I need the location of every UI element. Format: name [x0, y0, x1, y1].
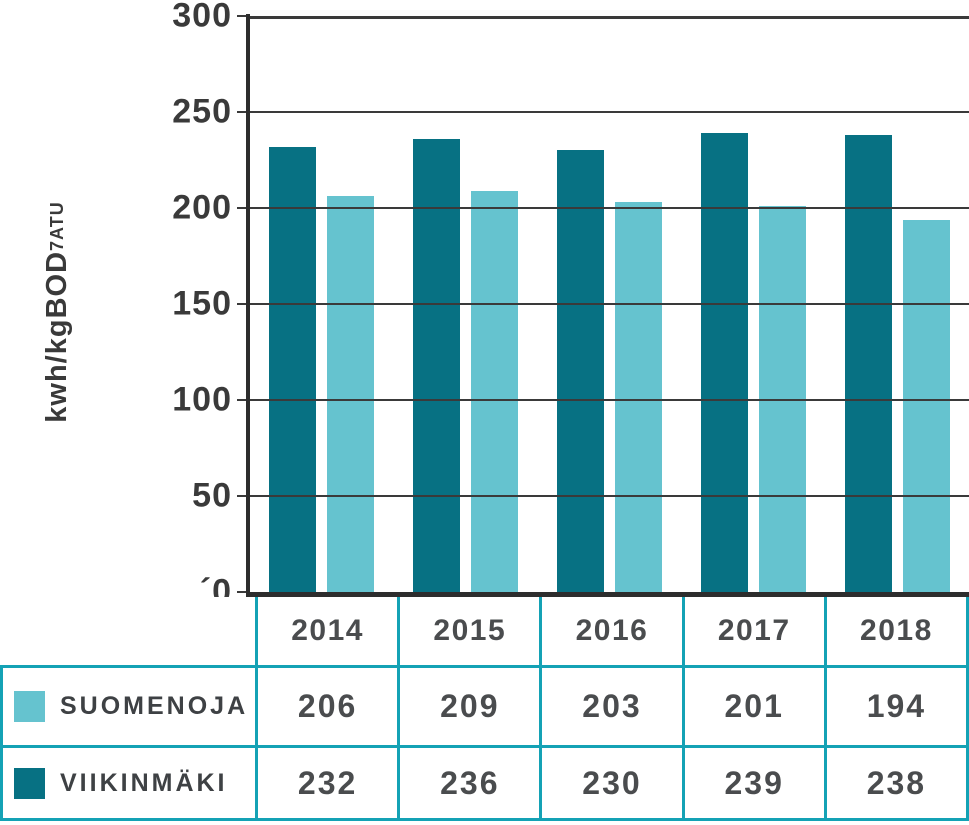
y-tick-100: 100: [172, 380, 232, 419]
value-viikinmaki-2016: 230: [539, 745, 682, 818]
y-tickmark-50: [237, 495, 246, 497]
bar-group-2016: [538, 16, 682, 592]
legend-viikinmaki: VIIKINMÄKI: [0, 745, 255, 818]
value-viikinmaki-2018: 238: [823, 745, 966, 818]
bar-suomenoja-2014: [327, 196, 375, 592]
y-tick-300: 300: [172, 0, 232, 35]
y-tickmark-250: [237, 111, 246, 113]
y-axis-tick-marks: [237, 15, 246, 593]
gridline-100: [250, 399, 969, 401]
bar-viikinmaki-2014: [269, 146, 317, 592]
value-suomenoja-2016: 203: [539, 665, 682, 745]
bar-viikinmaki-2017: [700, 133, 748, 592]
bar-viikinmaki-2018: [844, 135, 892, 592]
gridline-200: [250, 207, 969, 209]
legend-label-viikinmaki: VIIKINMÄKI: [60, 768, 228, 797]
year-header-2017: 2017: [681, 597, 824, 665]
year-header-2015: 2015: [397, 597, 540, 665]
bar-viikinmaki-2016: [556, 150, 604, 592]
bar-suomenoja-2015: [471, 190, 519, 592]
legend-label-suomenoja: SUOMENOJA: [60, 692, 249, 720]
value-suomenoja-2017: 201: [681, 665, 824, 745]
bar-group-2018: [825, 16, 969, 592]
legend-suomenoja: SUOMENOJA: [0, 665, 255, 745]
y-tick-250: 250: [172, 92, 232, 131]
value-suomenoja-2018: 194: [823, 665, 966, 745]
table-corner-cell: [0, 597, 255, 665]
value-suomenoja-2014: 206: [255, 665, 398, 745]
gridline-150: [250, 303, 969, 305]
bar-suomenoja-2018: [902, 219, 950, 592]
legend-swatch-suomenoja: [14, 691, 45, 722]
y-axis-tick-labels: 300 250 200 150 100 50 ´0: [0, 0, 232, 611]
y-tickmark-150: [237, 303, 246, 305]
year-header-2014: 2014: [255, 597, 398, 665]
data-table: 2014 2015 2016 2017 2018 SUOMENOJA 206 209 203 20…: [0, 597, 969, 821]
value-viikinmaki-2014: 232: [255, 745, 398, 818]
plot-area: [250, 16, 969, 592]
y-tickmark-100: [237, 399, 246, 401]
gridline-300: [250, 16, 969, 19]
gridline-50: [250, 495, 969, 497]
year-header-2018: 2018: [823, 597, 966, 665]
y-tickmark-300: [237, 15, 246, 17]
y-tick-150: 150: [172, 284, 232, 323]
bar-group-2014: [250, 16, 394, 592]
value-viikinmaki-2017: 239: [681, 745, 824, 818]
value-suomenoja-2015: 209: [397, 665, 540, 745]
year-header-2016: 2016: [539, 597, 682, 665]
bar-group-2015: [394, 16, 538, 592]
bar-suomenoja-2016: [614, 202, 662, 592]
gridline-250: [250, 111, 969, 113]
value-viikinmaki-2015: 236: [397, 745, 540, 818]
legend-swatch-viikinmaki: [14, 767, 45, 799]
y-axis-line: [246, 14, 250, 597]
y-tickmark-200: [237, 207, 246, 209]
y-tick-50: 50: [192, 476, 232, 515]
y-tickmark-0: [237, 591, 246, 593]
y-tick-200: 200: [172, 188, 232, 227]
x-axis-line: [246, 592, 969, 597]
bar-viikinmaki-2015: [413, 138, 461, 592]
